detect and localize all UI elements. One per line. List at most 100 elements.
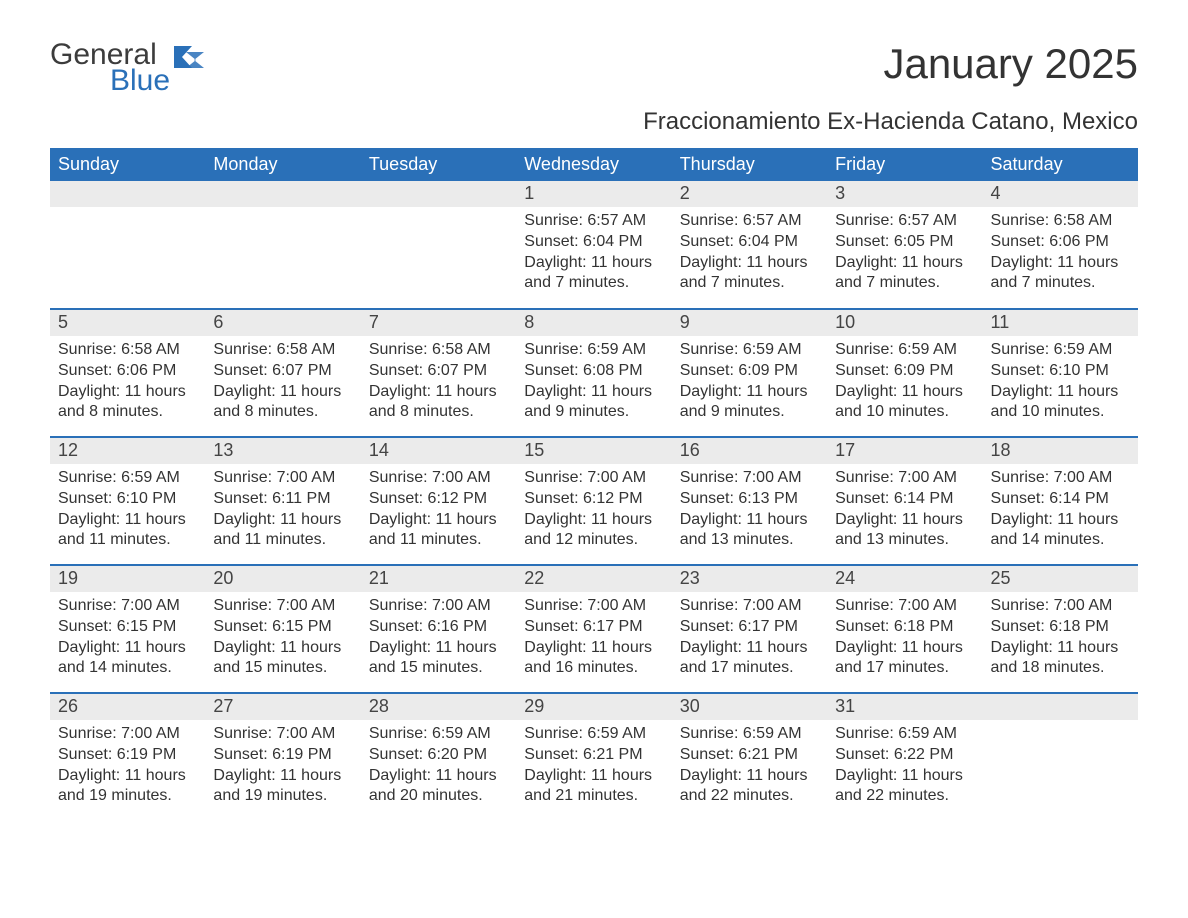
sunset-text: Sunset: 6:18 PM [991, 617, 1130, 638]
header-row: General Blue January 2025 Fraccionamient… [50, 40, 1138, 136]
daylight-text: Daylight: 11 hours and 13 minutes. [835, 510, 974, 552]
day-body: Sunrise: 6:59 AMSunset: 6:21 PMDaylight:… [672, 720, 827, 815]
daylight-text: Daylight: 11 hours and 9 minutes. [680, 382, 819, 424]
sunset-text: Sunset: 6:04 PM [524, 232, 663, 253]
calendar-day-cell: 8Sunrise: 6:59 AMSunset: 6:08 PMDaylight… [516, 309, 671, 437]
sunset-text: Sunset: 6:09 PM [835, 361, 974, 382]
daylight-text: Daylight: 11 hours and 16 minutes. [524, 638, 663, 680]
daylight-text: Daylight: 11 hours and 21 minutes. [524, 766, 663, 808]
day-number: 29 [516, 694, 671, 720]
calendar-day-cell: 15Sunrise: 7:00 AMSunset: 6:12 PMDayligh… [516, 437, 671, 565]
sunset-text: Sunset: 6:18 PM [835, 617, 974, 638]
day-body: Sunrise: 6:59 AMSunset: 6:10 PMDaylight:… [983, 336, 1138, 431]
sunrise-text: Sunrise: 6:59 AM [58, 468, 197, 489]
daylight-text: Daylight: 11 hours and 14 minutes. [991, 510, 1130, 552]
calendar-day-cell [361, 181, 516, 309]
day-body: Sunrise: 7:00 AMSunset: 6:18 PMDaylight:… [983, 592, 1138, 687]
sunrise-text: Sunrise: 6:59 AM [524, 724, 663, 745]
calendar-week-row: 12Sunrise: 6:59 AMSunset: 6:10 PMDayligh… [50, 437, 1138, 565]
sunrise-text: Sunrise: 6:59 AM [680, 340, 819, 361]
day-number: 14 [361, 438, 516, 464]
day-number: 24 [827, 566, 982, 592]
day-number: 23 [672, 566, 827, 592]
daylight-text: Daylight: 11 hours and 15 minutes. [369, 638, 508, 680]
sunset-text: Sunset: 6:15 PM [213, 617, 352, 638]
sunrise-text: Sunrise: 7:00 AM [58, 724, 197, 745]
day-number: 20 [205, 566, 360, 592]
calendar-day-cell [983, 693, 1138, 821]
day-body [983, 720, 1138, 732]
daylight-text: Daylight: 11 hours and 7 minutes. [524, 253, 663, 295]
daylight-text: Daylight: 11 hours and 17 minutes. [835, 638, 974, 680]
sunset-text: Sunset: 6:17 PM [680, 617, 819, 638]
calendar-day-cell: 9Sunrise: 6:59 AMSunset: 6:09 PMDaylight… [672, 309, 827, 437]
calendar-day-cell: 14Sunrise: 7:00 AMSunset: 6:12 PMDayligh… [361, 437, 516, 565]
day-body [50, 207, 205, 219]
daylight-text: Daylight: 11 hours and 22 minutes. [835, 766, 974, 808]
day-number: 25 [983, 566, 1138, 592]
daylight-text: Daylight: 11 hours and 15 minutes. [213, 638, 352, 680]
day-body: Sunrise: 6:59 AMSunset: 6:08 PMDaylight:… [516, 336, 671, 431]
daylight-text: Daylight: 11 hours and 9 minutes. [524, 382, 663, 424]
sunset-text: Sunset: 6:06 PM [991, 232, 1130, 253]
day-number: 13 [205, 438, 360, 464]
daylight-text: Daylight: 11 hours and 19 minutes. [58, 766, 197, 808]
day-number: 15 [516, 438, 671, 464]
sunrise-text: Sunrise: 6:58 AM [369, 340, 508, 361]
daylight-text: Daylight: 11 hours and 19 minutes. [213, 766, 352, 808]
sunrise-text: Sunrise: 6:59 AM [524, 340, 663, 361]
sunrise-text: Sunrise: 7:00 AM [835, 596, 974, 617]
sunset-text: Sunset: 6:21 PM [524, 745, 663, 766]
calendar-day-cell: 24Sunrise: 7:00 AMSunset: 6:18 PMDayligh… [827, 565, 982, 693]
daylight-text: Daylight: 11 hours and 7 minutes. [835, 253, 974, 295]
sunset-text: Sunset: 6:21 PM [680, 745, 819, 766]
sunset-text: Sunset: 6:10 PM [991, 361, 1130, 382]
day-body: Sunrise: 7:00 AMSunset: 6:11 PMDaylight:… [205, 464, 360, 559]
sunset-text: Sunset: 6:07 PM [369, 361, 508, 382]
day-header: Friday [827, 148, 982, 181]
calendar-day-cell: 20Sunrise: 7:00 AMSunset: 6:15 PMDayligh… [205, 565, 360, 693]
day-body: Sunrise: 6:59 AMSunset: 6:20 PMDaylight:… [361, 720, 516, 815]
daylight-text: Daylight: 11 hours and 13 minutes. [680, 510, 819, 552]
calendar-day-cell: 11Sunrise: 6:59 AMSunset: 6:10 PMDayligh… [983, 309, 1138, 437]
day-body: Sunrise: 7:00 AMSunset: 6:13 PMDaylight:… [672, 464, 827, 559]
day-body: Sunrise: 7:00 AMSunset: 6:12 PMDaylight:… [516, 464, 671, 559]
day-body: Sunrise: 7:00 AMSunset: 6:15 PMDaylight:… [205, 592, 360, 687]
day-body: Sunrise: 6:59 AMSunset: 6:22 PMDaylight:… [827, 720, 982, 815]
daylight-text: Daylight: 11 hours and 7 minutes. [680, 253, 819, 295]
daylight-text: Daylight: 11 hours and 17 minutes. [680, 638, 819, 680]
sunset-text: Sunset: 6:09 PM [680, 361, 819, 382]
calendar-day-cell: 29 Sunrise: 6:59 AMSunset: 6:21 PMDayligh… [516, 693, 671, 821]
sunrise-text: Sunrise: 7:00 AM [213, 724, 352, 745]
calendar-day-cell [50, 181, 205, 309]
day-number: 11 [983, 310, 1138, 336]
day-body [205, 207, 360, 219]
sunrise-text: Sunrise: 7:00 AM [991, 468, 1130, 489]
calendar-day-cell: 18Sunrise: 7:00 AMSunset: 6:14 PMDayligh… [983, 437, 1138, 565]
sunset-text: Sunset: 6:05 PM [835, 232, 974, 253]
day-body: Sunrise: 7:00 AMSunset: 6:18 PMDaylight:… [827, 592, 982, 687]
day-number: 18 [983, 438, 1138, 464]
sunset-text: Sunset: 6:07 PM [213, 361, 352, 382]
day-number: 1 [516, 181, 671, 207]
calendar-day-cell: 3Sunrise: 6:57 AMSunset: 6:05 PMDaylight… [827, 181, 982, 309]
day-number: 5 [50, 310, 205, 336]
daylight-text: Daylight: 11 hours and 22 minutes. [680, 766, 819, 808]
day-header: Tuesday [361, 148, 516, 181]
daylight-text: Daylight: 11 hours and 7 minutes. [991, 253, 1130, 295]
day-body: Sunrise: 6:59 AMSunset: 6:10 PMDaylight:… [50, 464, 205, 559]
calendar-day-cell: 12Sunrise: 6:59 AMSunset: 6:10 PMDayligh… [50, 437, 205, 565]
day-body: Sunrise: 7:00 AMSunset: 6:19 PMDaylight:… [50, 720, 205, 815]
day-number: 12 [50, 438, 205, 464]
calendar-page: General Blue January 2025 Fraccionamient… [0, 0, 1188, 871]
calendar-week-row: 5Sunrise: 6:58 AMSunset: 6:06 PMDaylight… [50, 309, 1138, 437]
sunrise-text: Sunrise: 6:58 AM [58, 340, 197, 361]
sunset-text: Sunset: 6:13 PM [680, 489, 819, 510]
day-number: 6 [205, 310, 360, 336]
day-body: Sunrise: 7:00 AMSunset: 6:17 PMDaylight:… [516, 592, 671, 687]
day-body: Sunrise: 6:58 AMSunset: 6:07 PMDaylight:… [205, 336, 360, 431]
sunrise-text: Sunrise: 6:59 AM [835, 724, 974, 745]
calendar-day-cell: 26Sunrise: 7:00 AMSunset: 6:19 PMDayligh… [50, 693, 205, 821]
day-body: Sunrise: 7:00 AMSunset: 6:16 PMDaylight:… [361, 592, 516, 687]
calendar-table: Sunday Monday Tuesday Wednesday Thursday… [50, 148, 1138, 821]
